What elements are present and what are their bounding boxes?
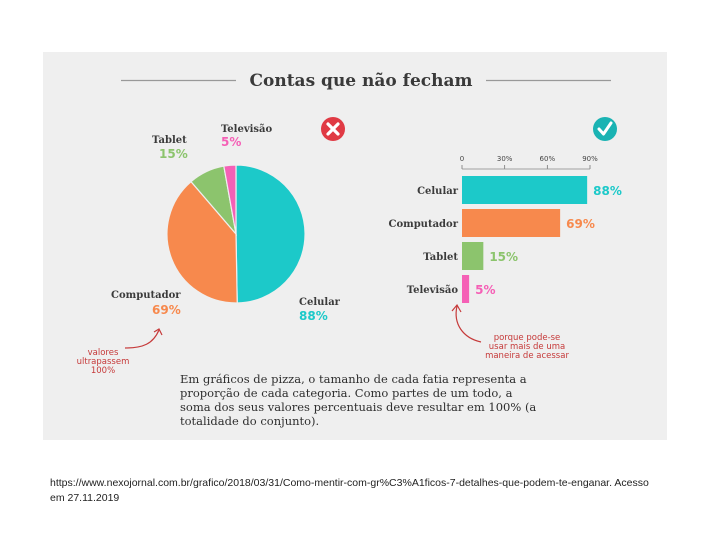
pie-label-value: 88% bbox=[299, 309, 328, 323]
bar-1 bbox=[462, 176, 588, 204]
infographic-svg: Contas que não fecham Celular88%Computad… bbox=[77, 71, 622, 428]
bar-2 bbox=[462, 209, 561, 237]
pie-label-value: 69% bbox=[152, 303, 181, 317]
description-line: soma dos seus valores percentuais deve r… bbox=[180, 400, 536, 414]
pie-label-category: Celular bbox=[299, 297, 341, 308]
pie-label-category: Televisão bbox=[221, 124, 273, 135]
infographic-panel: Contas que não fecham Celular 88% Computad… bbox=[43, 52, 667, 440]
bar-3 bbox=[462, 242, 484, 270]
bar-tick-label: 0 bbox=[460, 155, 464, 163]
pie-note-line: ultrapassem bbox=[77, 357, 130, 367]
pie-slice-4 bbox=[223, 164, 237, 235]
pie-note-line: valores bbox=[88, 348, 119, 358]
bar-value-label: 15% bbox=[489, 250, 518, 264]
bar-note-line: maneira de acessar bbox=[485, 351, 569, 361]
bar-4 bbox=[462, 275, 470, 303]
bar-category-label: Computador bbox=[388, 219, 458, 230]
bar-tick-label: 90% bbox=[582, 155, 598, 163]
pie-label-category: Computador bbox=[111, 290, 181, 301]
bar-tick-label: 60% bbox=[540, 155, 556, 163]
source-citation: https://www.nexojornal.com.br/grafico/20… bbox=[50, 477, 649, 504]
bar-note-line: porque pode-se bbox=[494, 333, 561, 343]
bar-note-arrow bbox=[455, 305, 482, 343]
bar-tick-label: 30% bbox=[497, 155, 513, 163]
pie-note-arrow bbox=[124, 329, 160, 349]
bar-category-label: Celular bbox=[417, 186, 459, 197]
pie-label-value: 15% bbox=[159, 147, 188, 161]
bar-value-label: 69% bbox=[566, 217, 595, 231]
description: Em gráficos de pizza, o tamanho de cada … bbox=[180, 372, 536, 428]
description-line: proporção de cada categoria. Como partes… bbox=[180, 386, 513, 400]
description-line: Em gráficos de pizza, o tamanho de cada … bbox=[180, 372, 527, 386]
pie-slice-2 bbox=[166, 180, 238, 304]
bar-category-label: Tablet bbox=[423, 252, 458, 263]
check-mark-icon bbox=[593, 117, 617, 141]
description-line: totalidade do conjunto). bbox=[180, 414, 319, 428]
bar-chart: 0 30% 60% 90% Celular 88% Computador 69% Tablet 1… bbox=[388, 155, 622, 303]
pie-label-value: 5% bbox=[221, 135, 241, 149]
x-mark-icon bbox=[321, 117, 345, 141]
pie-slice-1 bbox=[235, 164, 306, 304]
chart-title: Contas que não fecham bbox=[249, 71, 472, 91]
pie-note-line: 100% bbox=[91, 366, 115, 376]
bar-category-label: Televisão bbox=[407, 285, 459, 296]
pie-chart bbox=[166, 164, 306, 304]
bar-note-line: usar mais de uma bbox=[489, 342, 565, 352]
pie-label-category: Tablet bbox=[152, 135, 187, 146]
bar-value-label: 88% bbox=[593, 184, 622, 198]
bar-note-arrowhead bbox=[451, 303, 462, 313]
bar-value-label: 5% bbox=[475, 283, 495, 297]
pie-note-arrowhead bbox=[153, 328, 163, 336]
